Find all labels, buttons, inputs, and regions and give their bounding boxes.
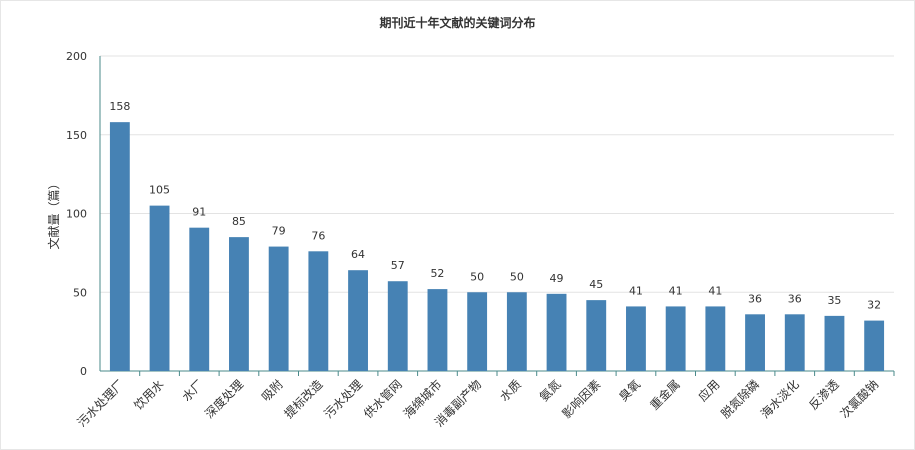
data-label: 35 xyxy=(827,294,841,307)
data-label: 41 xyxy=(669,284,683,297)
bar[interactable] xyxy=(308,251,329,371)
category-label: 次氯酸钠 xyxy=(837,377,882,422)
data-label: 76 xyxy=(311,229,325,242)
data-label: 41 xyxy=(708,284,722,297)
category-label: 污水处理 xyxy=(321,377,365,421)
bar[interactable] xyxy=(348,270,368,371)
y-axis-label: 文献量（篇） xyxy=(46,177,61,249)
category-label: 提标改造 xyxy=(281,377,326,422)
data-label: 41 xyxy=(629,284,643,297)
data-label: 50 xyxy=(470,270,484,283)
category-label: 污水处理厂 xyxy=(75,377,127,429)
data-label: 105 xyxy=(149,184,170,197)
category-label: 应用 xyxy=(695,377,723,405)
y-tick-label: 100 xyxy=(66,208,87,221)
data-label: 79 xyxy=(272,225,286,238)
data-label: 36 xyxy=(748,292,762,305)
bar[interactable] xyxy=(705,306,726,371)
bar[interactable] xyxy=(268,246,289,371)
bar[interactable] xyxy=(745,314,765,371)
category-label: 水质 xyxy=(497,377,524,404)
category-label: 供水管网 xyxy=(360,377,405,422)
bar[interactable] xyxy=(506,292,527,371)
data-label: 50 xyxy=(510,270,524,283)
category-label: 重金属 xyxy=(647,377,683,413)
category-label: 臭氧 xyxy=(615,377,643,405)
data-label: 158 xyxy=(109,100,130,113)
category-label: 水厂 xyxy=(179,377,206,404)
category-label: 影响因素 xyxy=(559,377,604,422)
bar[interactable] xyxy=(546,293,567,371)
bar[interactable] xyxy=(665,306,686,371)
bar[interactable] xyxy=(824,315,845,371)
bar[interactable] xyxy=(427,289,448,371)
category-label: 饮用水 xyxy=(131,377,166,412)
bar[interactable] xyxy=(229,237,249,371)
category-label: 氨氮 xyxy=(536,377,564,405)
chart-title: 期刊近十年文献的关键词分布 xyxy=(379,16,536,30)
bar[interactable] xyxy=(109,122,130,372)
data-label: 85 xyxy=(232,215,246,228)
data-label: 36 xyxy=(788,292,802,305)
category-label: 脱氮除磷 xyxy=(718,377,763,422)
y-tick-label: 0 xyxy=(80,365,87,378)
bar[interactable] xyxy=(387,281,408,371)
data-label: 57 xyxy=(391,259,405,272)
data-label: 49 xyxy=(550,272,564,285)
bar[interactable] xyxy=(149,205,170,371)
bar[interactable] xyxy=(189,227,210,371)
y-tick-label: 200 xyxy=(66,50,87,63)
bar[interactable] xyxy=(586,300,607,371)
category-label: 反渗透 xyxy=(805,377,841,413)
category-label: 吸附 xyxy=(259,377,286,404)
data-label: 64 xyxy=(351,248,365,261)
bar[interactable] xyxy=(467,292,488,371)
bar[interactable] xyxy=(626,306,646,371)
bar[interactable] xyxy=(864,320,885,371)
data-label: 91 xyxy=(192,206,206,219)
y-tick-label: 150 xyxy=(66,129,87,142)
data-label: 45 xyxy=(589,278,603,291)
data-label: 32 xyxy=(867,299,881,312)
category-label: 深度处理 xyxy=(202,377,247,422)
category-label: 海水淡化 xyxy=(757,377,802,422)
bar[interactable] xyxy=(784,314,805,371)
y-tick-label: 50 xyxy=(73,286,87,299)
data-label: 52 xyxy=(430,267,444,280)
